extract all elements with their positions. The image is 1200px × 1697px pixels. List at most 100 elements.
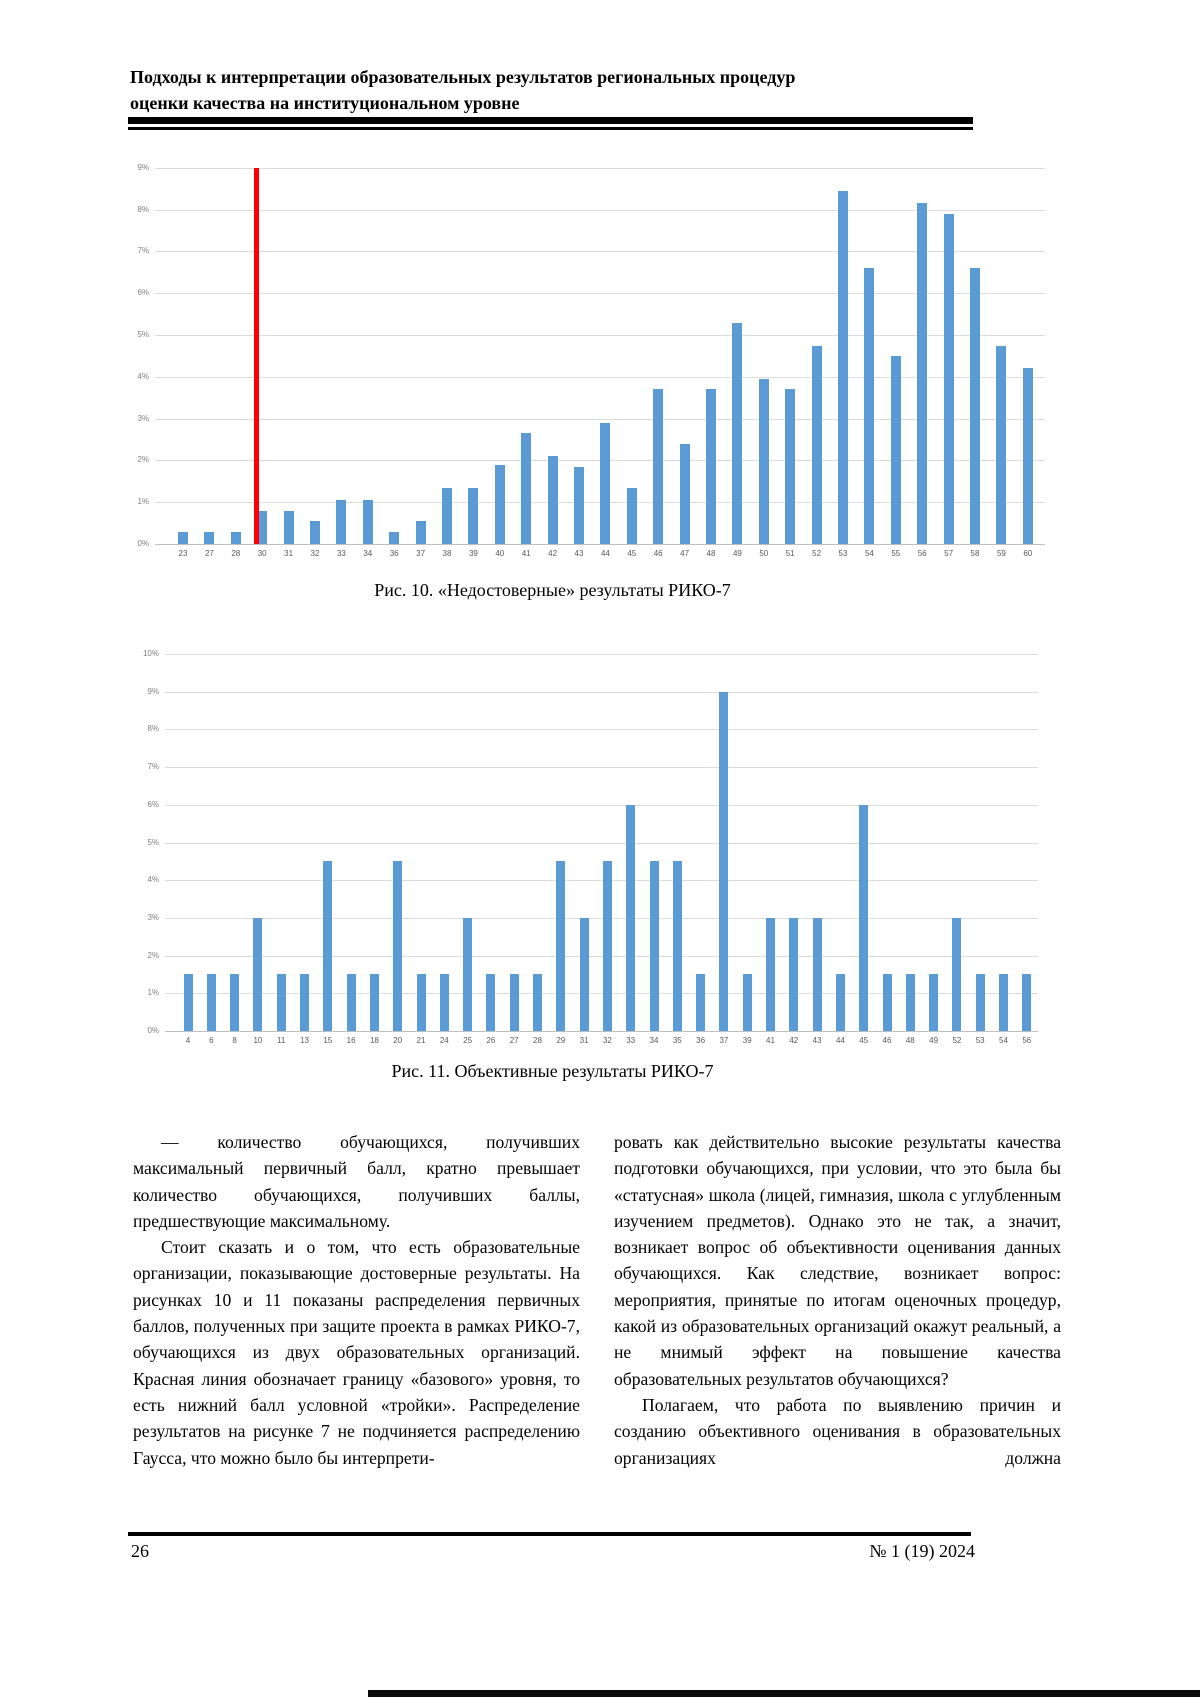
x-tick-label: 44 [600,549,610,558]
y-tick-label: 9% [137,162,149,172]
paragraph: ровать как действительно высокие результ… [614,1132,1061,1389]
bar-46 [882,974,892,1031]
bar-49 [732,322,743,544]
bar-21 [416,974,426,1031]
x-tick-label: 34 [649,1036,659,1045]
x-tick-label: 55 [891,549,901,558]
bar-45 [859,804,869,1031]
x-tick-label: 4 [185,1036,191,1045]
gridline [155,209,1045,211]
bar-35 [672,861,682,1031]
bar-26 [486,974,496,1031]
y-tick-label: 4% [137,371,149,381]
x-tick-label: 42 [789,1036,799,1045]
running-head-line1: Подходы к интерпретации образовательных … [130,67,796,87]
x-tick-label: 51 [785,549,795,558]
x-tick-label: 53 [975,1036,985,1045]
bar-53 [975,974,985,1031]
x-tick-label: 37 [719,1036,729,1045]
body-column-right: ровать как действительно высокие результ… [614,1129,1061,1471]
x-tick-label: 15 [323,1036,333,1045]
bar-60 [1022,368,1033,544]
x-tick-label: 45 [859,1036,869,1045]
x-tick-label: 26 [486,1036,496,1045]
x-tick-label: 16 [346,1036,356,1045]
y-tick-label: 0% [137,539,149,548]
bar-46 [653,389,664,544]
paragraph: Стоит сказать и о том, что есть образова… [133,1237,580,1468]
bar-41 [766,917,775,1031]
bar-49 [929,974,939,1031]
bar-36 [696,974,706,1031]
bar-32 [602,861,612,1031]
bar-10 [253,917,263,1031]
gridline [155,293,1045,295]
bar-4 [183,974,193,1031]
running-head: Подходы к интерпретации образовательных … [130,64,990,116]
x-tick-label: 58 [970,549,980,558]
x-tick-label: 27 [204,549,214,558]
bar-43 [812,917,822,1031]
x-tick-label: 56 [1022,1036,1032,1045]
y-tick-label: 2% [147,950,159,960]
bar-28 [533,974,542,1031]
bar-31 [283,510,294,544]
bar-30 [257,510,268,544]
x-tick-label: 21 [416,1036,426,1045]
bar-56 [917,203,928,544]
x-tick-label: 46 [882,1036,892,1045]
y-tick-label: 5% [147,837,159,847]
x-tick-label: 6 [209,1036,214,1045]
x-tick-label: 11 [277,1036,286,1045]
x-tick-label: 54 [864,549,874,558]
x-tick-label: 39 [468,549,478,558]
x-tick-label: 45 [627,549,637,558]
x-tick-label: 43 [574,549,584,558]
x-tick-label: 8 [232,1036,237,1045]
y-tick-label: 10% [142,649,159,658]
bar-48 [905,974,915,1031]
body-column-left: — количество обучающихся, получивших мак… [133,1129,580,1471]
bar-47 [679,443,690,544]
bar-37 [719,691,729,1031]
x-tick-label: 31 [284,549,294,558]
y-tick-label: 1% [137,497,149,507]
x-tick-label: 32 [310,549,320,558]
header-rule-thick [128,117,973,124]
x-tick-label: 53 [838,549,848,558]
bar-39 [468,487,479,544]
bar-58 [970,268,980,544]
bar-53 [838,190,848,544]
gridline [165,842,1038,844]
footer-rule [128,1532,971,1536]
bar-54 [864,268,875,544]
y-tick-label: 6% [147,799,159,809]
red-threshold-line [254,167,260,544]
x-tick-label: 52 [952,1036,962,1045]
paragraph: — количество обучающихся, получивших мак… [133,1132,580,1231]
bar-50 [758,378,769,544]
gridline [165,804,1038,806]
bar-8 [230,974,240,1031]
bar-6 [206,974,216,1031]
gridline [155,418,1045,420]
bar-28 [230,531,241,544]
x-tick-label: 49 [732,549,742,558]
bar-38 [442,487,452,544]
x-tick-label: 27 [509,1036,519,1045]
bar-59 [996,345,1007,544]
x-tick-label: 41 [521,549,531,558]
gridline [155,376,1045,378]
gridline [165,654,1038,655]
x-tick-label: 41 [766,1036,775,1045]
x-tick-label: 36 [389,549,399,558]
bar-42 [789,917,799,1031]
gridline [165,691,1038,693]
y-tick-label: 7% [137,246,149,256]
bar-37 [415,521,426,544]
y-tick-label: 0% [147,1026,159,1035]
bar-11 [276,974,286,1031]
bar-34 [649,861,659,1031]
bar-52 [952,917,962,1031]
running-head-line2: оценки качества на институциональном уро… [130,93,520,113]
